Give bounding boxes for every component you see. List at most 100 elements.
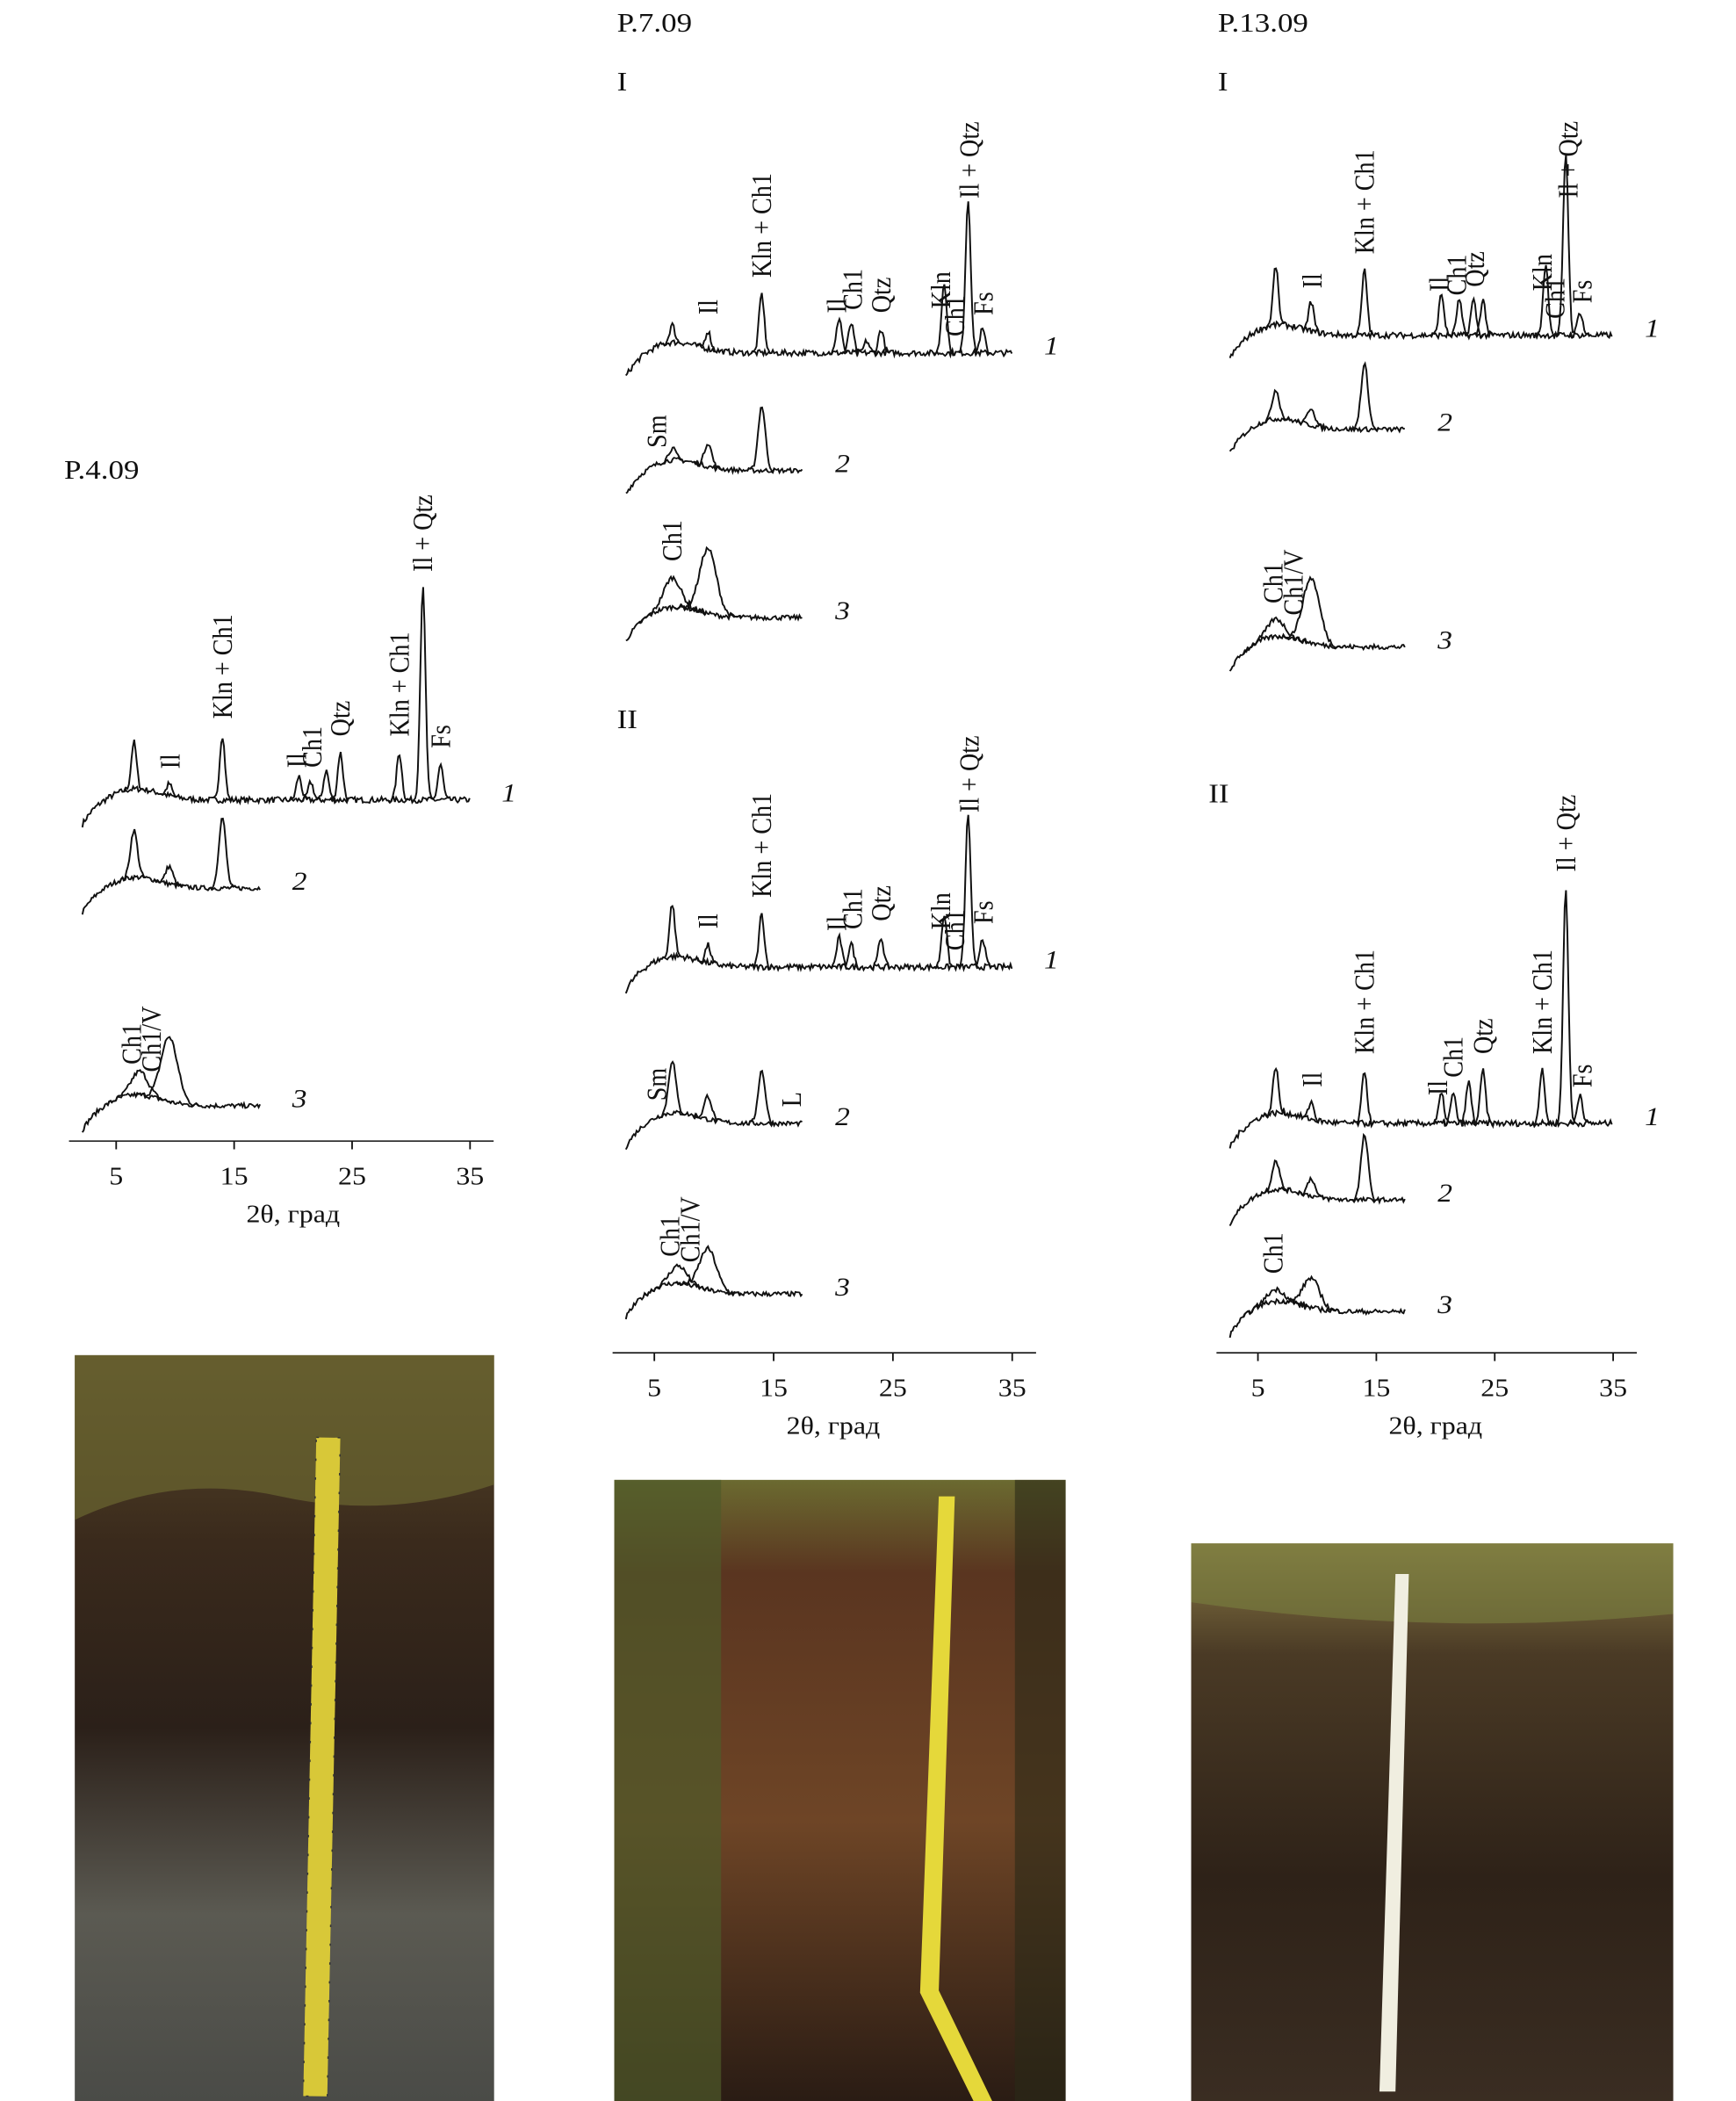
- trace-label: 1: [1645, 1102, 1660, 1131]
- x-tick-label: 5: [109, 1162, 123, 1190]
- diffraction-peak: [933, 915, 954, 969]
- diffraction-peak: [119, 828, 148, 884]
- trace-baseline: [625, 457, 803, 495]
- diffraction-peak: [1531, 1067, 1553, 1129]
- diffraction-peak: [657, 446, 687, 466]
- diffraction-peak: [387, 754, 410, 805]
- trace-label: 3: [834, 1273, 850, 1302]
- diffraction-peak: [1350, 1132, 1379, 1202]
- diffraction-peak: [1568, 312, 1591, 339]
- diffraction-peak: [429, 762, 451, 800]
- trace-label: 3: [1437, 1290, 1452, 1319]
- peak-annotation: Qtz: [865, 278, 897, 314]
- trace-baseline: [81, 784, 471, 828]
- peak-annotation: Il: [692, 913, 724, 928]
- x-axis-label: 2θ, град: [246, 1200, 340, 1228]
- peak-annotation: Kln + Ch1: [206, 614, 238, 718]
- x-tick-label: 5: [1251, 1374, 1265, 1402]
- diffraction-peak: [971, 939, 993, 970]
- diffraction-peak: [1353, 268, 1375, 338]
- peak-annotation: Fs: [1567, 1065, 1598, 1088]
- trace-baseline: [625, 603, 803, 642]
- diffraction-peak: [1472, 299, 1494, 337]
- diffraction-peak: [957, 814, 979, 969]
- trace-label: 1: [1044, 331, 1059, 360]
- diffraction-peak: [637, 574, 707, 624]
- diffraction-peak: [1568, 1094, 1590, 1124]
- peak-annotation: Il + Qtz: [954, 735, 985, 812]
- peak-annotation: Kln: [925, 892, 956, 929]
- diffraction-peak: [1448, 299, 1470, 339]
- peak-annotation: Ch1/V: [136, 1006, 168, 1072]
- diffraction-peak: [693, 1093, 723, 1124]
- peak-annotation: Il + Qtz: [1552, 121, 1584, 199]
- diffraction-peak: [869, 937, 891, 971]
- peak-annotation: Qtz: [1467, 1018, 1499, 1054]
- diffraction-peak: [154, 863, 184, 889]
- peak-annotation: Ch1/V: [674, 1196, 706, 1262]
- diffraction-peak: [693, 444, 723, 472]
- peak-annotation: Il: [155, 754, 186, 769]
- peak-annotation: Kln + Ch1: [384, 632, 415, 736]
- peak-annotation: Ch1: [939, 909, 970, 950]
- trace-label: 2: [292, 867, 307, 896]
- diffraction-peak: [660, 321, 682, 347]
- diffraction-peak: [1457, 1080, 1480, 1126]
- trace-baseline: [624, 1109, 803, 1150]
- diffraction-peak: [674, 1245, 743, 1297]
- diffraction-peak: [870, 329, 892, 355]
- trace-label: 1: [1645, 314, 1660, 343]
- x-tick-label: 35: [1599, 1374, 1627, 1402]
- diffraction-peak: [1296, 1175, 1326, 1201]
- peak-annotation: Il: [1297, 1072, 1329, 1087]
- diffraction-peak: [1300, 300, 1322, 336]
- diffraction-peak: [1300, 1098, 1322, 1124]
- diffraction-peak: [1534, 264, 1557, 340]
- x-tick-label: 15: [760, 1374, 788, 1402]
- peak-annotation: Il: [1422, 1080, 1453, 1095]
- diffraction-peak: [657, 1060, 687, 1120]
- section-label: I: [617, 68, 628, 97]
- peak-annotation: Kln + Ch1: [1349, 949, 1380, 1054]
- diffraction-peak: [750, 292, 772, 354]
- x-tick-label: 15: [1362, 1374, 1390, 1402]
- peak-annotation: Ch1: [1257, 1232, 1289, 1274]
- trace-label: 3: [1437, 625, 1452, 654]
- panel-title: P.7.09: [617, 9, 692, 39]
- diffraction-peak: [411, 587, 434, 803]
- trace-baseline: [624, 339, 1013, 376]
- trace-label: 2: [835, 1102, 850, 1131]
- diffraction-peak: [328, 751, 350, 805]
- x-tick-label: 15: [220, 1162, 249, 1190]
- diffraction-peak: [696, 329, 718, 354]
- diffraction-peak: [1472, 1068, 1494, 1127]
- peak-annotation: Il: [1423, 277, 1455, 292]
- diffraction-peak: [1554, 155, 1576, 338]
- diffraction-peak: [315, 769, 337, 804]
- peak-annotation: Ch1: [1441, 255, 1473, 296]
- peak-annotation: Kln + Ch1: [1526, 949, 1558, 1054]
- section-label: II: [617, 705, 637, 735]
- peak-annotation: Il + Qtz: [407, 495, 439, 572]
- peak-annotation: L: [775, 1092, 807, 1107]
- peak-annotation: Il + Qtz: [1550, 795, 1581, 872]
- trace-label: 3: [292, 1085, 307, 1114]
- diffraction-peak: [839, 323, 861, 355]
- x-tick-label: 5: [647, 1374, 661, 1402]
- diffraction-peak: [158, 779, 180, 798]
- trace-baseline: [81, 874, 261, 915]
- diffraction-peak: [1554, 890, 1576, 1127]
- peak-annotation: Ch1: [654, 1216, 686, 1257]
- peak-annotation: Il: [821, 916, 853, 931]
- peak-annotation: Kln + Ch1: [1349, 149, 1380, 254]
- diffraction-peak: [1260, 388, 1291, 426]
- diffraction-peak: [1430, 293, 1452, 338]
- trace-baseline: [624, 1281, 803, 1320]
- peak-annotation: Ch1: [939, 295, 970, 336]
- peak-annotation: Fs: [968, 900, 999, 924]
- diffraction-peak: [123, 740, 144, 793]
- peak-annotation: Ch1: [837, 269, 868, 310]
- x-tick-label: 35: [456, 1162, 484, 1190]
- diffraction-peak: [1349, 361, 1379, 433]
